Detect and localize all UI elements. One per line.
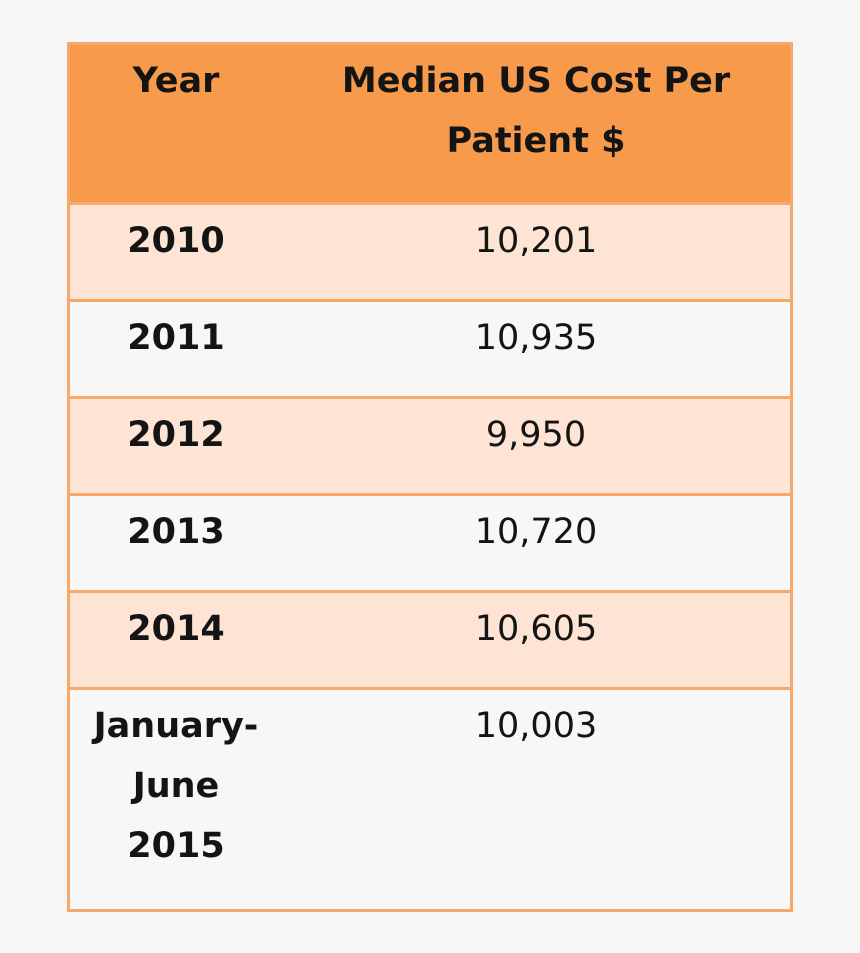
table-row: January-June 2015 10,003 bbox=[70, 688, 790, 909]
table-row: 2010 10,201 bbox=[70, 203, 790, 302]
cost-table-container: Year Median US Cost Per Patient $ 2010 1… bbox=[67, 42, 793, 912]
year-cell: 2014 bbox=[70, 591, 282, 690]
year-cell: 2011 bbox=[70, 300, 282, 399]
year-cell: 2010 bbox=[70, 203, 282, 302]
cost-cell: 9,950 bbox=[282, 397, 790, 496]
year-cell: 2013 bbox=[70, 494, 282, 593]
table-row: 2013 10,720 bbox=[70, 494, 790, 593]
cost-column-header: Median US Cost Per Patient $ bbox=[282, 45, 790, 205]
cost-cell: 10,720 bbox=[282, 494, 790, 593]
header-row: Year Median US Cost Per Patient $ bbox=[70, 45, 790, 205]
year-cell: January-June 2015 bbox=[70, 688, 282, 909]
cost-cell: 10,201 bbox=[282, 203, 790, 302]
table-row: 2014 10,605 bbox=[70, 591, 790, 690]
year-cell: 2012 bbox=[70, 397, 282, 496]
median-cost-table: Year Median US Cost Per Patient $ 2010 1… bbox=[70, 45, 790, 909]
table-row: 2012 9,950 bbox=[70, 397, 790, 496]
cost-cell: 10,605 bbox=[282, 591, 790, 690]
cost-cell: 10,935 bbox=[282, 300, 790, 399]
table-row: 2011 10,935 bbox=[70, 300, 790, 399]
year-column-header: Year bbox=[70, 45, 282, 205]
cost-cell: 10,003 bbox=[282, 688, 790, 909]
